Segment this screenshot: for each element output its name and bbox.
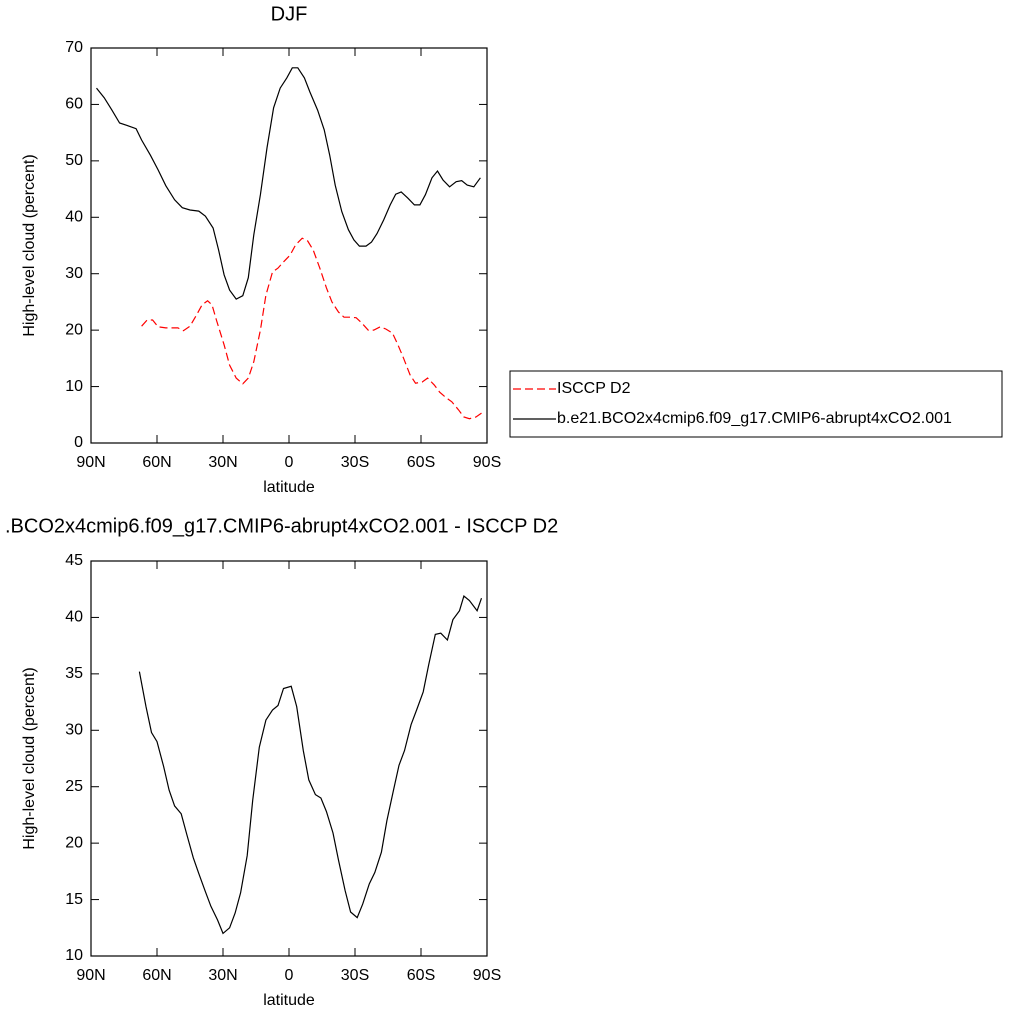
y-tick-label: 35 [65, 665, 83, 682]
legend-label: ISCCP D2 [557, 380, 631, 397]
y-tick-label: 40 [65, 609, 83, 626]
y-tick-label: 60 [65, 96, 83, 113]
y-tick-label: 20 [65, 834, 83, 851]
x-tick-label: 90N [76, 454, 105, 471]
y-tick-label: 45 [65, 552, 83, 569]
chart-title: .BCO2x4cmip6.f09_g17.CMIP6-abrupt4xCO2.0… [5, 515, 558, 537]
x-tick-label: 30N [208, 967, 237, 984]
legend-box [509, 370, 1003, 438]
y-tick-label: 20 [65, 321, 83, 338]
data-line [96, 67, 481, 300]
y-tick-label: 70 [65, 39, 83, 56]
x-tick-label: 60S [407, 967, 435, 984]
y-tick-label: 0 [74, 434, 83, 451]
x-axis-label: latitude [263, 992, 315, 1009]
x-tick-label: 90S [473, 454, 501, 471]
x-tick-label: 0 [285, 454, 294, 471]
y-tick-label: 50 [65, 152, 83, 169]
y-tick-label: 10 [65, 378, 83, 395]
x-tick-label: 60N [142, 454, 171, 471]
y-tick-label: 30 [65, 722, 83, 739]
y-tick-label: 40 [65, 209, 83, 226]
chart-title: DJF [271, 3, 308, 25]
y-tick-label: 25 [65, 778, 83, 795]
x-tick-label: 60S [407, 454, 435, 471]
x-tick-label: 0 [285, 967, 294, 984]
plot-frame [90, 560, 488, 957]
plot-frame [90, 47, 488, 444]
x-axis-label: latitude [263, 479, 315, 496]
x-tick-label: 90S [473, 967, 501, 984]
x-tick-label: 30N [208, 454, 237, 471]
y-tick-label: 15 [65, 891, 83, 908]
y-axis-label: High-level cloud (percent) [21, 154, 38, 336]
data-line [141, 237, 482, 420]
x-tick-label: 60N [142, 967, 171, 984]
y-axis-label: High-level cloud (percent) [21, 667, 38, 849]
x-tick-label: 30S [341, 967, 369, 984]
y-tick-label: 10 [65, 947, 83, 964]
data-line [138, 594, 483, 935]
x-tick-label: 90N [76, 967, 105, 984]
y-tick-label: 30 [65, 265, 83, 282]
legend-label: b.e21.BCO2x4cmip6.f09_g17.CMIP6-abrupt4x… [557, 410, 952, 427]
x-tick-label: 30S [341, 454, 369, 471]
